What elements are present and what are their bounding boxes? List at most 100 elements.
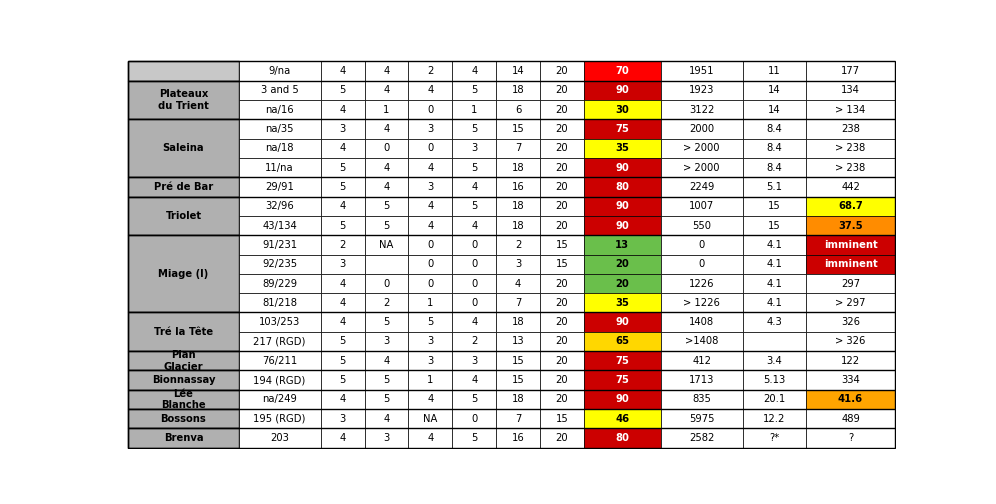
Text: 18: 18	[512, 221, 525, 230]
Text: 4: 4	[383, 182, 389, 192]
Bar	[540, 216, 584, 235]
Text: 5: 5	[340, 356, 346, 366]
Bar	[540, 100, 584, 119]
Bar	[496, 351, 540, 370]
Text: 4: 4	[340, 201, 346, 211]
Text: 7: 7	[515, 414, 521, 424]
Text: 3: 3	[427, 124, 433, 134]
Bar	[806, 390, 894, 409]
Text: NA: NA	[423, 414, 437, 424]
Text: 3: 3	[515, 259, 521, 269]
Text: 0: 0	[471, 259, 477, 269]
Text: 20: 20	[556, 66, 569, 76]
Bar	[660, 293, 743, 312]
Bar	[238, 293, 321, 312]
Text: 0: 0	[471, 298, 477, 308]
Bar	[238, 390, 321, 409]
Bar	[584, 409, 660, 428]
Bar	[540, 274, 584, 293]
Bar	[540, 158, 584, 177]
Bar	[540, 351, 584, 370]
Bar	[452, 351, 496, 370]
Text: 20: 20	[616, 259, 629, 269]
Text: 4: 4	[340, 279, 346, 288]
Text: 3: 3	[427, 182, 433, 192]
Bar	[452, 61, 496, 81]
Bar	[365, 293, 408, 312]
Bar	[806, 428, 894, 448]
Text: 1713: 1713	[689, 375, 714, 385]
Bar	[365, 158, 408, 177]
Text: 8.4: 8.4	[767, 143, 782, 153]
Bar	[584, 235, 660, 255]
Bar	[660, 81, 743, 100]
Text: 20: 20	[556, 124, 569, 134]
Text: 12.2: 12.2	[763, 414, 786, 424]
Bar	[238, 158, 321, 177]
Text: 0: 0	[698, 240, 705, 250]
Text: Pré de Bar: Pré de Bar	[153, 182, 213, 192]
Bar	[452, 119, 496, 139]
Bar	[584, 119, 660, 139]
Text: 9/na: 9/na	[269, 66, 291, 76]
Text: 43/134: 43/134	[262, 221, 297, 230]
Text: 75: 75	[616, 375, 629, 385]
Bar	[660, 390, 743, 409]
Text: 15: 15	[768, 201, 781, 211]
Text: 20: 20	[556, 163, 569, 172]
Bar	[238, 216, 321, 235]
Text: 37.5: 37.5	[839, 221, 863, 230]
Bar	[806, 255, 894, 274]
Bar	[321, 428, 365, 448]
Bar	[128, 312, 238, 351]
Text: 7: 7	[515, 143, 521, 153]
Bar	[238, 351, 321, 370]
Bar	[321, 274, 365, 293]
Text: 8.4: 8.4	[767, 124, 782, 134]
Bar	[238, 332, 321, 351]
Bar	[540, 370, 584, 390]
Text: 0: 0	[698, 259, 705, 269]
Text: 3 and 5: 3 and 5	[261, 85, 299, 95]
Text: 91/231: 91/231	[262, 240, 297, 250]
Bar	[321, 293, 365, 312]
Bar	[408, 312, 452, 332]
Bar	[660, 61, 743, 81]
Text: 103/253: 103/253	[259, 317, 300, 327]
Bar	[743, 428, 806, 448]
Bar	[238, 81, 321, 100]
Bar	[540, 61, 584, 81]
Text: 5: 5	[383, 395, 389, 405]
Text: 4: 4	[427, 85, 433, 95]
Text: na/16: na/16	[265, 104, 294, 114]
Text: 75: 75	[616, 356, 629, 366]
Bar	[496, 235, 540, 255]
Bar	[408, 255, 452, 274]
Bar	[584, 158, 660, 177]
Text: na/18: na/18	[265, 143, 294, 153]
Bar	[660, 119, 743, 139]
Text: 0: 0	[427, 279, 433, 288]
Text: 3.4: 3.4	[767, 356, 782, 366]
Bar	[408, 61, 452, 81]
Bar	[584, 370, 660, 390]
Bar	[452, 370, 496, 390]
Bar	[806, 100, 894, 119]
Bar	[584, 197, 660, 216]
Text: 20: 20	[556, 85, 569, 95]
Text: 3: 3	[471, 356, 477, 366]
Text: 2: 2	[471, 337, 477, 346]
Text: 134: 134	[841, 85, 860, 95]
Text: Saleina: Saleina	[162, 143, 204, 153]
Text: 20: 20	[556, 182, 569, 192]
Bar	[660, 197, 743, 216]
Bar	[743, 332, 806, 351]
Bar	[806, 177, 894, 197]
Text: 3: 3	[471, 143, 477, 153]
Text: 5: 5	[340, 163, 346, 172]
Bar	[584, 177, 660, 197]
Bar	[365, 312, 408, 332]
Text: 4.1: 4.1	[767, 298, 782, 308]
Text: 4: 4	[471, 182, 477, 192]
Bar	[238, 312, 321, 332]
